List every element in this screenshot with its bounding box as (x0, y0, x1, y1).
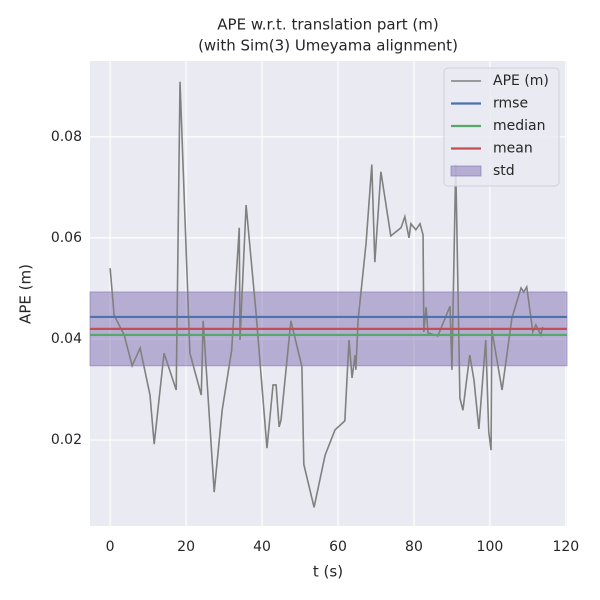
x-tick-label: 20 (177, 539, 195, 555)
x-tick-label: 40 (253, 539, 271, 555)
legend-swatch (450, 165, 482, 177)
chart-title: APE w.r.t. translation part (m) (217, 16, 438, 34)
chart-subtitle: (with Sim(3) Umeyama alignment) (198, 37, 458, 55)
x-tick-label: 0 (106, 539, 115, 555)
legend-label: mean (493, 141, 533, 157)
x-tick-label: 80 (405, 539, 423, 555)
x-tick-label: 120 (552, 539, 579, 555)
x-axis-label: t (s) (313, 563, 343, 581)
x-tick-label: 100 (477, 539, 504, 555)
legend-label: std (493, 163, 515, 179)
legend-box (443, 67, 560, 187)
legend-label: APE (m) (493, 73, 549, 89)
y-tick-label: 0.08 (51, 129, 82, 145)
ape-line (109, 81, 544, 508)
y-tick-label: 0.06 (51, 230, 82, 246)
y-tick-label: 0.04 (51, 331, 82, 347)
legend-label: median (493, 118, 545, 134)
y-axis-label: APE (m) (17, 264, 35, 324)
legend: APE (m) rmse median mean std (443, 67, 560, 187)
y-tick-label: 0.02 (51, 432, 82, 448)
legend-label: rmse (493, 96, 528, 112)
x-tick-label: 60 (329, 539, 347, 555)
